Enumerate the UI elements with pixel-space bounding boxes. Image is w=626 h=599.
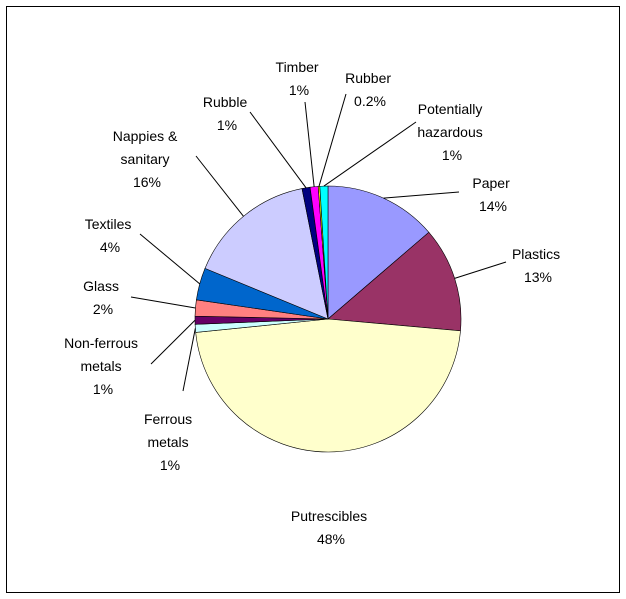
label-potentially-hazardous: Potentially hazardous 1% [417, 101, 486, 163]
label-putrescibles: Putrescibles 48% [291, 508, 371, 547]
label-textiles: Textiles 4% [85, 216, 136, 255]
leader-line-glass [130, 296, 196, 309]
label-rubber: Rubber 0.2% [345, 70, 395, 109]
pie-slice-putrescibles [195, 318, 461, 453]
label-rubble: Rubble 1% [203, 94, 251, 133]
label-timber: Timber 1% [276, 59, 323, 98]
pie-slice-potentially-hazardous [319, 185, 329, 320]
pie-slice-nappies-sanitary [204, 188, 329, 320]
leader-lines [130, 93, 507, 392]
pie-slices [194, 185, 462, 453]
label-nappies-sanitary: Nappies & sanitary 16% [113, 128, 181, 190]
leader-line-timber [304, 101, 315, 187]
leader-line-paper [383, 191, 460, 199]
label-plastics: Plastics 13% [512, 246, 564, 285]
label-non-ferrous-metals: Non-ferrous metals 1% [64, 335, 142, 397]
leader-line-nappies-sanitary [195, 155, 244, 217]
leader-line-plastics [454, 261, 507, 279]
leader-line-rubber [318, 93, 347, 187]
leader-line-rubble [249, 111, 307, 189]
leader-line-non-ferrous-metals [150, 319, 196, 365]
leader-line-textiles [139, 233, 201, 285]
label-paper: Paper 14% [472, 175, 513, 214]
leader-line-potentially-hazardous [323, 121, 417, 187]
label-ferrous-metals: Ferrous metals 1% [144, 411, 196, 473]
leader-line-ferrous-metals [182, 328, 196, 392]
label-glass: Glass 2% [83, 278, 123, 317]
